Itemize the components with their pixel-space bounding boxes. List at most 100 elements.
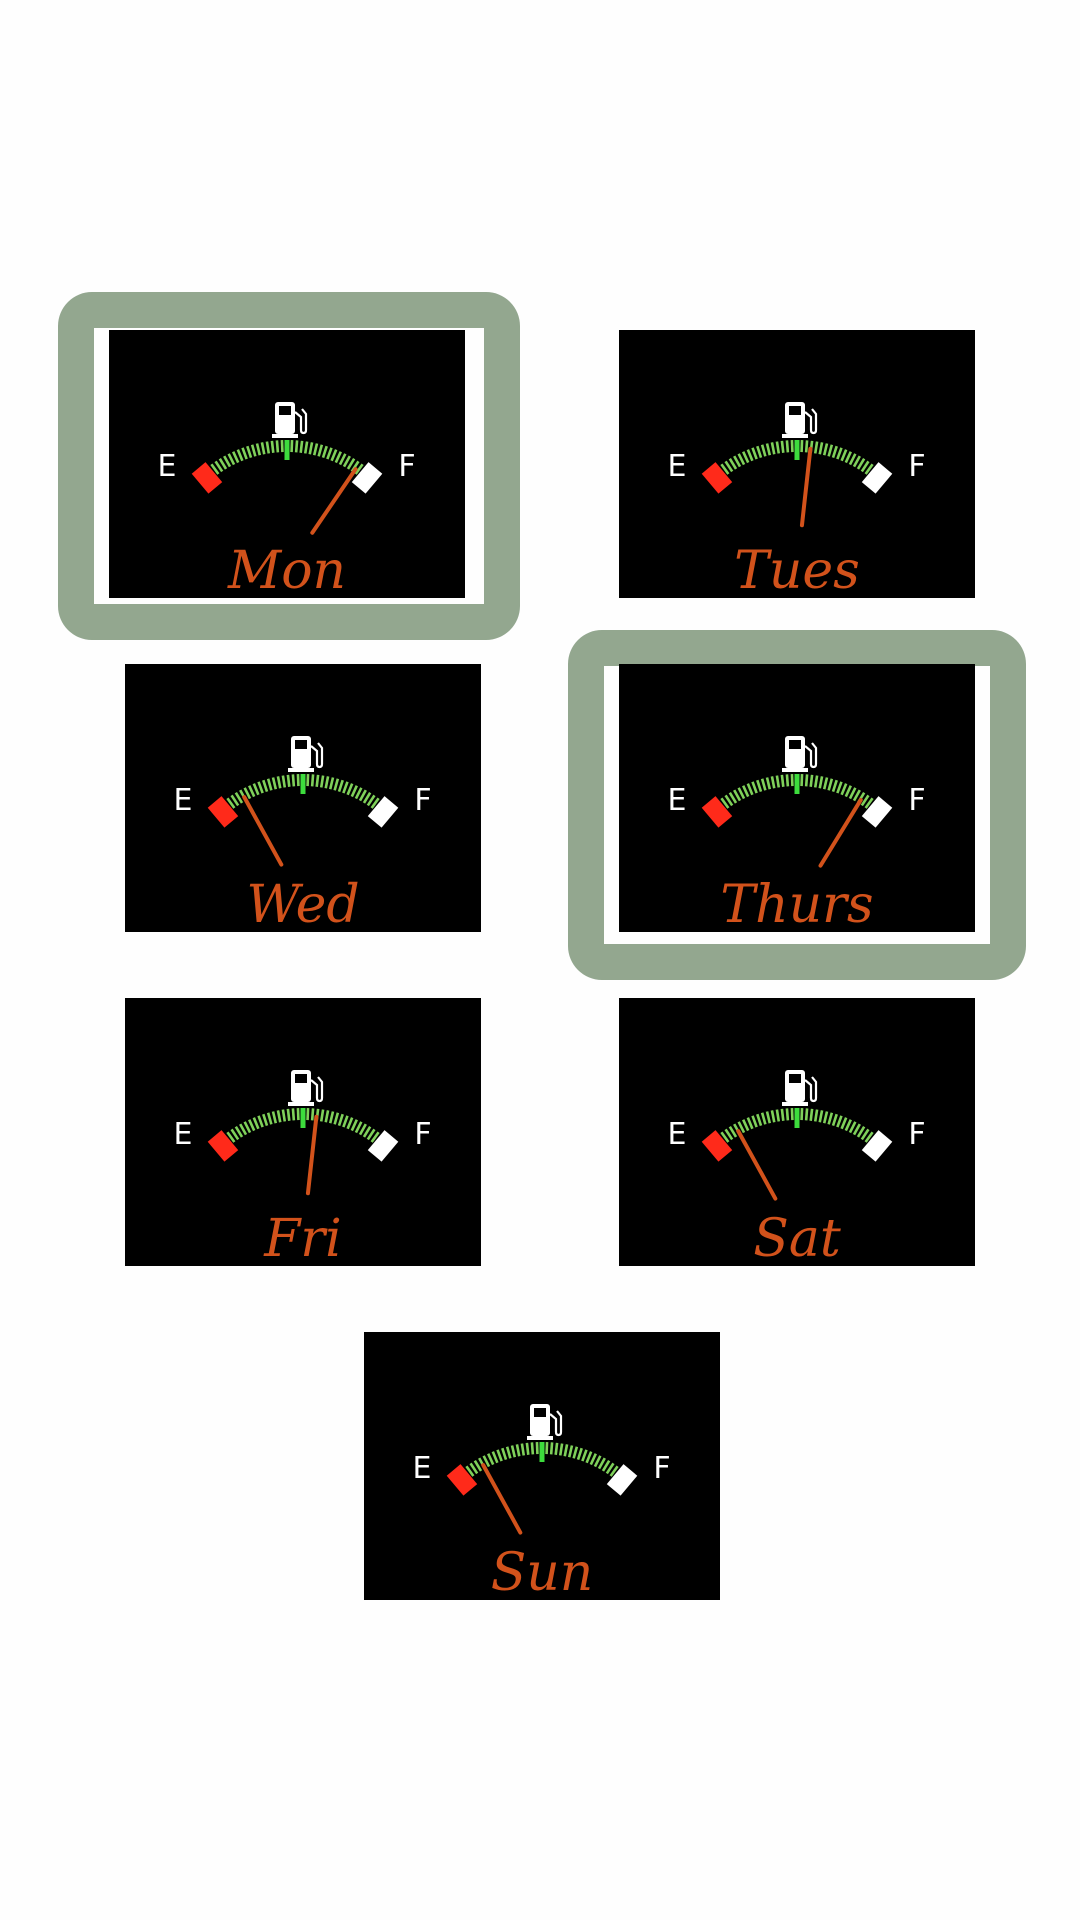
gauge-tick [848, 453, 857, 466]
gauge-tick [214, 460, 224, 473]
gauge-tick [299, 440, 304, 453]
gauge-tick [312, 443, 319, 456]
gauge-tick [831, 1113, 838, 1127]
gauge-tick [276, 1110, 282, 1123]
empty-marker [207, 796, 239, 828]
gauge-tick [765, 1111, 772, 1124]
gauge-tick [593, 1455, 602, 1468]
gauge-tick [496, 1449, 503, 1462]
gauge-tick [366, 1128, 376, 1141]
gauge-tick [310, 1108, 315, 1121]
gauge-tick [822, 443, 829, 456]
gauge-tick [751, 447, 758, 460]
empty-label: E [413, 1451, 432, 1486]
gauge-tick [324, 776, 330, 789]
fuel-gauge-sun: E F Sun [364, 1332, 720, 1603]
gauge-tick [337, 779, 344, 793]
gauge-tick [589, 1453, 597, 1466]
fuel-gauge-tues: E F Tues [619, 330, 975, 601]
gauge-tick [770, 776, 776, 789]
gauge-tick [728, 1126, 738, 1138]
gauge-tick [597, 1457, 606, 1470]
gauge-tick [836, 447, 843, 460]
full-label: F [398, 449, 415, 484]
gauge-tick [350, 1119, 358, 1132]
gauge-tick [294, 440, 299, 453]
gauge-tick [860, 1128, 870, 1141]
gauge-tick [243, 1121, 252, 1134]
gauge-tick [822, 1111, 829, 1124]
fuel-needle [736, 1129, 778, 1201]
gauge-tick [370, 797, 380, 809]
day-label-wed: Wed [246, 875, 359, 935]
gauge-tick [809, 1108, 814, 1121]
gauge-tick [818, 442, 824, 455]
gauge-face: E F Tues [668, 402, 926, 601]
gauge-tick [510, 1445, 517, 1458]
gauge-tick [856, 458, 866, 470]
gauge-tick [250, 444, 257, 457]
gauge-tick [248, 1119, 256, 1132]
gauge-tick [227, 453, 236, 466]
gauge-tick [746, 1117, 754, 1130]
gauge-tick [813, 441, 819, 454]
gauge-tick [581, 1449, 588, 1462]
gauge-tick [260, 442, 266, 455]
gauge-tick [362, 792, 372, 804]
gauge-tick [780, 1108, 785, 1121]
day-label-fri: Fri [263, 1209, 342, 1269]
gauge-tick [756, 779, 763, 793]
gauge-face: E F Wed [174, 736, 432, 935]
gauge-tick [756, 1113, 763, 1127]
gauge-tick [210, 463, 220, 475]
gauge-tick [822, 777, 829, 790]
gauge-tick [271, 777, 278, 790]
gauge-tick [809, 774, 814, 787]
gauge-tick [370, 1131, 380, 1143]
empty-marker [701, 1130, 733, 1162]
gauge-tick [286, 1108, 291, 1121]
empty-label: E [158, 449, 177, 484]
gauge-tick [572, 1446, 579, 1459]
gauge-tick [262, 1113, 269, 1127]
gauge-tick [525, 1442, 530, 1455]
gauge-tick [844, 1119, 852, 1132]
gauge-tick [852, 789, 861, 802]
gauge-tick [818, 776, 824, 789]
gauge-tick [473, 1460, 483, 1472]
gauge-tick [350, 785, 358, 798]
gauge-tick [230, 794, 240, 807]
gauge-tick [230, 1128, 240, 1141]
gauge-tick [856, 1126, 866, 1138]
gauge-tick [333, 1112, 340, 1125]
gauge-tick [785, 1108, 790, 1121]
gauge-tick [248, 785, 256, 798]
gauge-tick [742, 1119, 750, 1132]
gauge-tick [864, 1131, 874, 1143]
gauge-tick [281, 1109, 287, 1122]
gauge-tick [775, 775, 781, 788]
gauge-tick [291, 1108, 296, 1121]
empty-marker [207, 1130, 239, 1162]
fuel-needle [242, 795, 284, 867]
gauge-tick [804, 440, 809, 453]
gauge-tick [337, 1113, 344, 1127]
gauge-tick [760, 778, 767, 791]
gauge-tick [836, 1115, 843, 1128]
gauge-tick [234, 792, 244, 804]
gauge-tick [319, 1109, 325, 1122]
gauge-tick [724, 460, 734, 473]
empty-label: E [174, 1117, 193, 1152]
gauge-tick [775, 1109, 781, 1122]
gauge-tick [775, 441, 781, 454]
gauge-tick [218, 458, 228, 470]
gauge-tick [491, 1451, 499, 1464]
gauge-tick [733, 455, 742, 468]
gauge-tick [804, 774, 809, 787]
fuel-needle [799, 446, 813, 528]
fuel-pump-icon [782, 736, 818, 772]
full-label: F [908, 1117, 925, 1152]
empty-label: E [668, 783, 687, 818]
gauge-tick [271, 1111, 278, 1124]
gauge-tick [737, 453, 746, 466]
